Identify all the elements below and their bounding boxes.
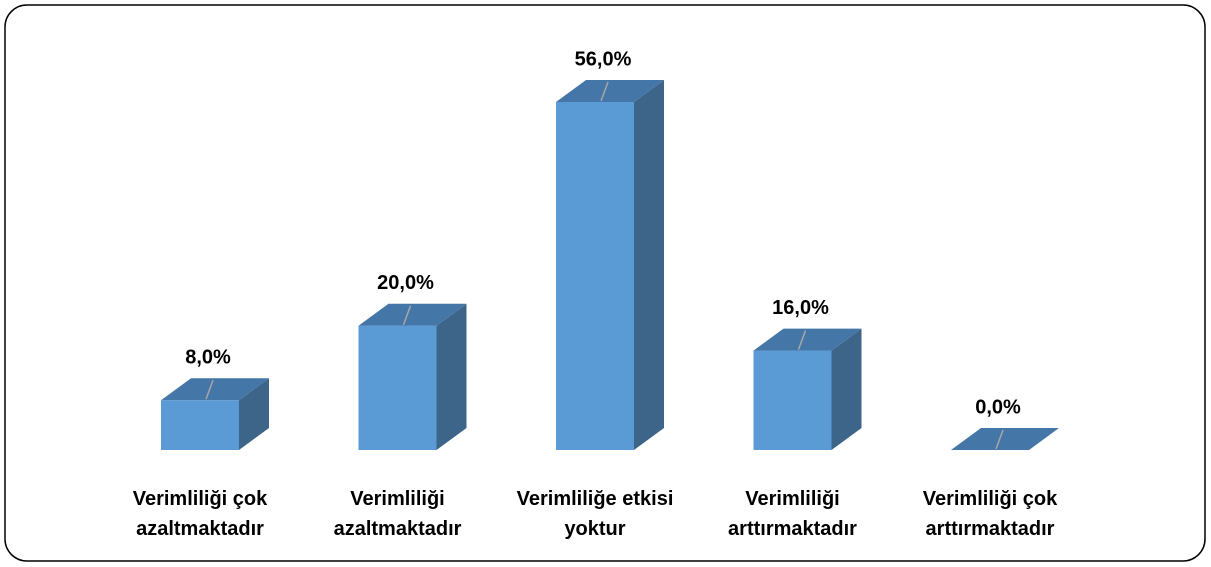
x-tick-label: Verimliliği arttırmaktadır xyxy=(728,488,857,540)
bar-front xyxy=(161,400,239,450)
bar-top xyxy=(753,328,862,351)
bar-top xyxy=(161,378,269,401)
bar-side xyxy=(239,378,269,450)
x-tick-label: Verimliliği azaltmaktadır xyxy=(333,488,462,540)
bar-front xyxy=(358,325,437,450)
bar-top xyxy=(556,80,664,102)
bar-side xyxy=(634,80,664,450)
bar-top xyxy=(951,428,1059,450)
data-label: 16,0% xyxy=(772,297,829,319)
bar-front xyxy=(556,102,634,450)
x-tick-label: Verimliliği çok arttırmaktadır xyxy=(922,488,1058,540)
bar-top xyxy=(358,303,467,326)
x-tick-label: Verimliliğe etkisi yoktur xyxy=(516,488,674,540)
bar-side xyxy=(436,303,467,450)
bar-side xyxy=(831,328,862,450)
data-label: 0,0% xyxy=(975,396,1021,418)
x-tick-label: Verimliliği çok azaltmaktadır xyxy=(132,488,268,540)
leader-line xyxy=(797,330,807,350)
bar-front xyxy=(753,350,832,450)
data-label: 8,0% xyxy=(185,347,231,369)
leader-line xyxy=(995,429,1004,450)
leader-line xyxy=(402,305,412,325)
leader-line xyxy=(600,81,609,102)
data-label: 56,0% xyxy=(575,48,632,70)
data-label: 20,0% xyxy=(377,272,434,294)
leader-line xyxy=(205,380,214,400)
